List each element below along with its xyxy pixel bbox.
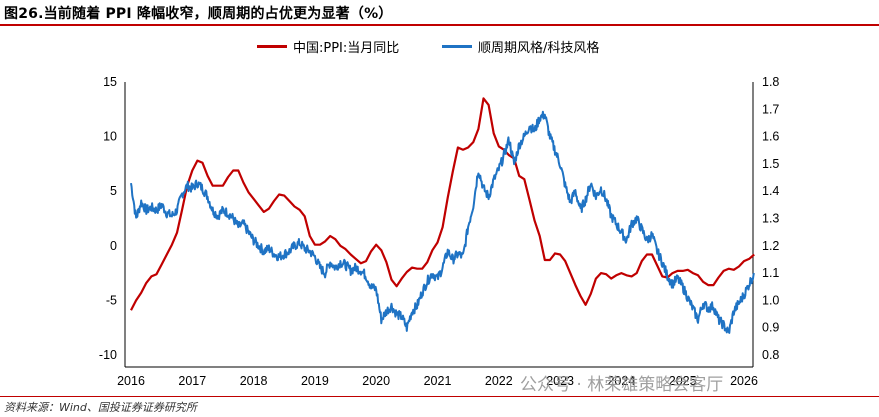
y-right-tick-label: 1.2 [762, 239, 779, 253]
y-right-tick-label: 1.5 [762, 157, 779, 171]
y-right-tick-label: 1.8 [762, 75, 779, 89]
y-left-tick-label: 5 [110, 184, 117, 198]
series-line-ppi [130, 97, 755, 311]
y-right-tick-label: 1.6 [762, 130, 779, 144]
y-right-tick-label: 1.1 [762, 266, 779, 280]
y-left-tick-label: -10 [99, 348, 117, 362]
x-tick-label: 2023 [546, 374, 574, 388]
x-tick-label: 2016 [117, 374, 145, 388]
legend-swatch-red [257, 45, 287, 48]
y-left-tick-label: 15 [103, 75, 117, 89]
page-title: 图26.当前随着 PPI 降幅收窄，顺周期的占优更为显著（%） [4, 6, 393, 22]
y-left-tick-label: -5 [106, 293, 117, 307]
source-note: 资料来源：Wind、国投证券证券研究所 [4, 401, 197, 414]
chart-legend: 中国:PPI:当月同比 顺周期风格/科技风格 [0, 37, 879, 57]
y-right-tick-label: 1.0 [762, 293, 779, 307]
chart-tick-labels: 15 10 5 0 -5 -10 1.8 1.7 1.6 1.5 1.4 1.3 1.2 1.1 1.0 0.… [99, 75, 780, 388]
legend-item-ratio: 顺周期风格/科技风格 [442, 37, 599, 56]
y-right-tick-label: 1.7 [762, 102, 779, 116]
footer-rule [0, 396, 879, 397]
x-tick-label: 2022 [485, 374, 513, 388]
y-left-tick-label: 0 [110, 239, 117, 253]
x-tick-label: 2025 [669, 374, 697, 388]
title-rule [0, 24, 879, 26]
y-right-tick-label: 0.8 [762, 348, 779, 362]
legend-label-ppi: 中国:PPI:当月同比 [293, 41, 400, 56]
y-right-tick-label: 1.3 [762, 212, 779, 226]
legend-label-ratio: 顺周期风格/科技风格 [478, 41, 600, 56]
x-tick-label: 2026 [730, 374, 758, 388]
y-right-tick-label: 1.4 [762, 184, 779, 198]
x-tick-label: 2019 [301, 374, 329, 388]
y-left-tick-label: 10 [103, 130, 117, 144]
x-tick-label: 2020 [362, 374, 390, 388]
x-tick-label: 2018 [240, 374, 268, 388]
watermark: 公众号 · 林荣雄策略会客厅 [520, 375, 724, 395]
x-tick-label: 2021 [424, 374, 452, 388]
y-right-tick-label: 0.9 [762, 321, 779, 335]
x-tick-label: 2024 [607, 374, 635, 388]
x-tick-label: 2017 [178, 374, 206, 388]
chart-series [130, 97, 756, 334]
chart-axes [124, 82, 754, 368]
legend-item-ppi: 中国:PPI:当月同比 [257, 37, 399, 56]
legend-swatch-blue [442, 45, 472, 48]
series-line-ratio [130, 110, 756, 334]
